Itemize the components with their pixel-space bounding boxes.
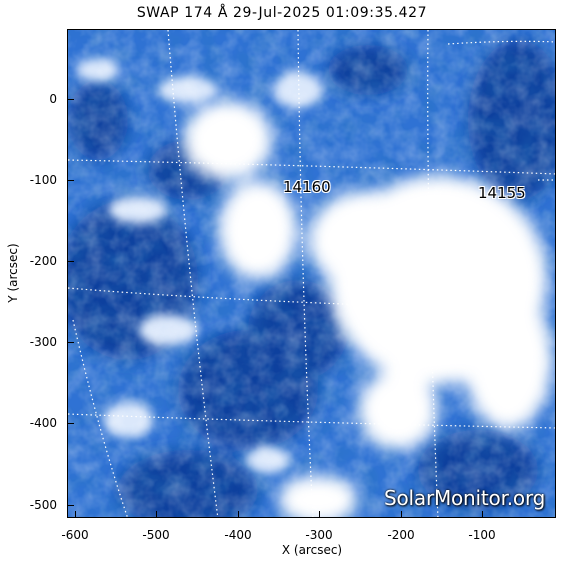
active-region-label-14160: 14160	[283, 178, 331, 196]
heliographic-grid	[68, 30, 555, 517]
y-tick-mark	[67, 99, 74, 100]
x-tick-label: -600	[61, 528, 89, 542]
active-region-label-14155: 14155	[478, 184, 526, 202]
y-tick-label: -500	[29, 498, 57, 512]
x-tick-mark	[75, 511, 76, 518]
y-tick-mark	[67, 180, 74, 181]
x-tick-label: -300	[305, 528, 333, 542]
x-tick-mark	[238, 511, 239, 518]
x-tick-label: -500	[142, 528, 170, 542]
image-title: SWAP 174 Å 29-Jul-2025 01:09:35.427	[136, 5, 428, 21]
solarmonitor-watermark: SolarMonitor.org	[384, 486, 546, 510]
x-tick-mark	[156, 511, 157, 518]
x-axis-label: X (arcsec)	[281, 543, 343, 557]
bright-texture	[68, 30, 555, 517]
y-tick-label: -400	[29, 416, 57, 430]
x-tick-mark	[319, 511, 320, 518]
y-tick-mark	[67, 423, 74, 424]
x-tick-label: -100	[468, 528, 496, 542]
y-tick-label: -100	[29, 173, 57, 187]
y-tick-label: 0	[49, 92, 57, 106]
x-tick-mark	[482, 511, 483, 518]
y-tick-mark	[67, 261, 74, 262]
solar-image-render	[68, 30, 555, 517]
y-tick-mark	[67, 505, 74, 506]
x-tick-label: -200	[387, 528, 415, 542]
x-tick-mark	[401, 511, 402, 518]
y-axis-label: Y (arcsec)	[6, 243, 20, 303]
y-tick-mark	[67, 342, 74, 343]
y-tick-label: -200	[29, 254, 57, 268]
y-tick-label: -300	[29, 335, 57, 349]
solar-image: 14160 14155	[67, 29, 556, 518]
x-tick-label: -400	[224, 528, 252, 542]
